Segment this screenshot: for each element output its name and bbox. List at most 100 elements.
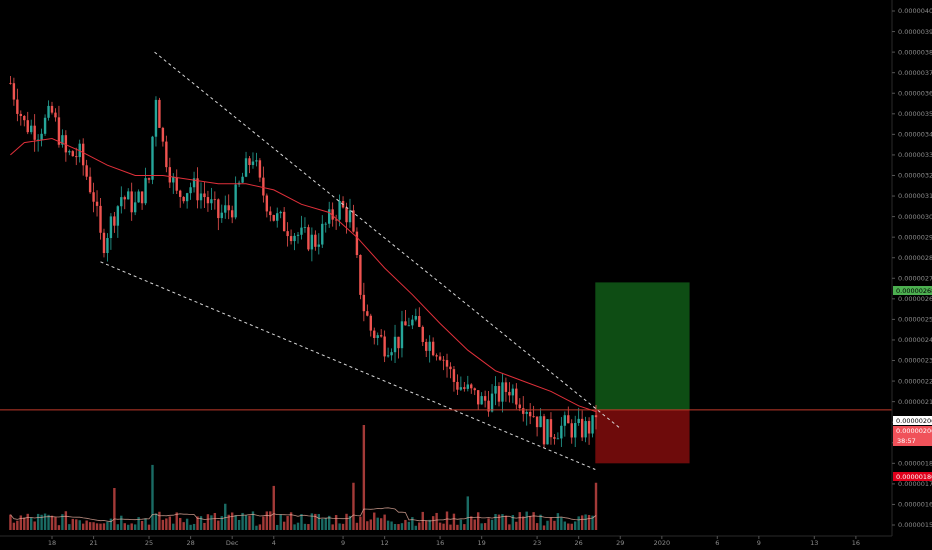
volume-bar [379, 518, 383, 530]
volume-bar [106, 521, 109, 530]
candle-body [411, 319, 414, 326]
volume-bar [255, 525, 258, 530]
candle-body [286, 231, 289, 237]
candle-body [522, 408, 525, 414]
candle-body [397, 336, 400, 349]
candle-body [106, 238, 109, 254]
volume-bar [175, 512, 178, 530]
volume-bar [553, 520, 556, 530]
candle-body [182, 196, 185, 202]
time-axis[interactable]: 18 21 25 28 Dec 4 9 12 16 19 23 26 29 2020 6 9 13 16 [48, 536, 860, 547]
volume-bar [282, 521, 286, 530]
volume-bar [535, 523, 539, 530]
volume-bar [293, 524, 296, 530]
candle-body [120, 197, 123, 207]
volume-bar [23, 517, 26, 530]
candle-body [293, 235, 296, 242]
volume-bar [16, 520, 19, 530]
candle-body [113, 216, 116, 226]
target-price-label: 0.00000268 [896, 287, 932, 295]
candle-body [272, 215, 275, 221]
volume-bar [43, 513, 47, 530]
candle-body [137, 191, 140, 203]
volume-bar [303, 523, 307, 530]
candle-body [23, 116, 26, 121]
candle-body [227, 205, 230, 211]
volume-bar [68, 524, 71, 530]
volume-bar [127, 524, 130, 530]
volume-bar [26, 513, 29, 530]
candle-body [591, 415, 594, 434]
volume-bar [584, 514, 587, 530]
candle-body [54, 112, 57, 118]
candle-body [515, 388, 518, 405]
volume-bar [192, 523, 196, 530]
volume-bar [296, 522, 300, 530]
time-tick-label: 19 [478, 539, 486, 547]
volume-bar [421, 511, 424, 530]
time-tick-label: 4 [272, 539, 276, 547]
candle-body [567, 415, 570, 424]
volume-bar [99, 523, 102, 530]
position-zones [595, 282, 690, 464]
volume-bar [328, 515, 331, 530]
time-tick-label: 18 [48, 539, 56, 547]
candle-body [9, 82, 12, 84]
price-tick-label: 0.00000150 [898, 521, 932, 529]
candle-body [255, 160, 258, 162]
time-tick-label: 16 [852, 539, 860, 547]
candle-body [348, 210, 352, 223]
candle-body [244, 158, 248, 177]
candle-body [203, 193, 206, 198]
candle-body [449, 366, 452, 370]
candle-body [428, 341, 431, 351]
candle-body [230, 210, 234, 218]
volume-bar [137, 517, 140, 530]
volume-bar [542, 525, 546, 530]
volume-bar [362, 425, 366, 530]
candle-body [95, 201, 99, 206]
volume-bar [525, 511, 528, 530]
candle-body [220, 212, 223, 219]
candle-body [310, 234, 314, 250]
candle-body [421, 326, 424, 342]
candle-body [57, 117, 61, 145]
volume-bar [210, 515, 213, 530]
candle-body [570, 423, 573, 438]
volume-bar [71, 518, 74, 530]
candle-body [400, 321, 404, 349]
candle-body [199, 193, 203, 201]
candle-body [438, 356, 442, 360]
candle-body [425, 341, 428, 351]
volume-bar [147, 524, 151, 530]
candle-body [456, 381, 459, 390]
candle-body [109, 216, 113, 239]
time-tick-label: 9 [757, 539, 761, 547]
volume-bar [334, 515, 338, 530]
volume-bar [241, 512, 244, 530]
volume-bar [307, 524, 310, 530]
volume-bar [258, 524, 262, 530]
volume-bar [418, 522, 421, 530]
volume-bar [33, 521, 36, 530]
candle-body [497, 386, 501, 402]
volume-bar [189, 524, 192, 530]
volume-bar [310, 513, 314, 530]
volume-bar [459, 519, 463, 530]
candle-body [511, 388, 515, 396]
candle-body [251, 161, 255, 166]
candle-body [501, 382, 504, 402]
candle-body [102, 232, 106, 254]
entry-price-label: 0.00000206 [896, 417, 932, 425]
candle-body [390, 352, 393, 356]
trendlines[interactable] [100, 51, 621, 470]
volume-bar [92, 522, 95, 530]
